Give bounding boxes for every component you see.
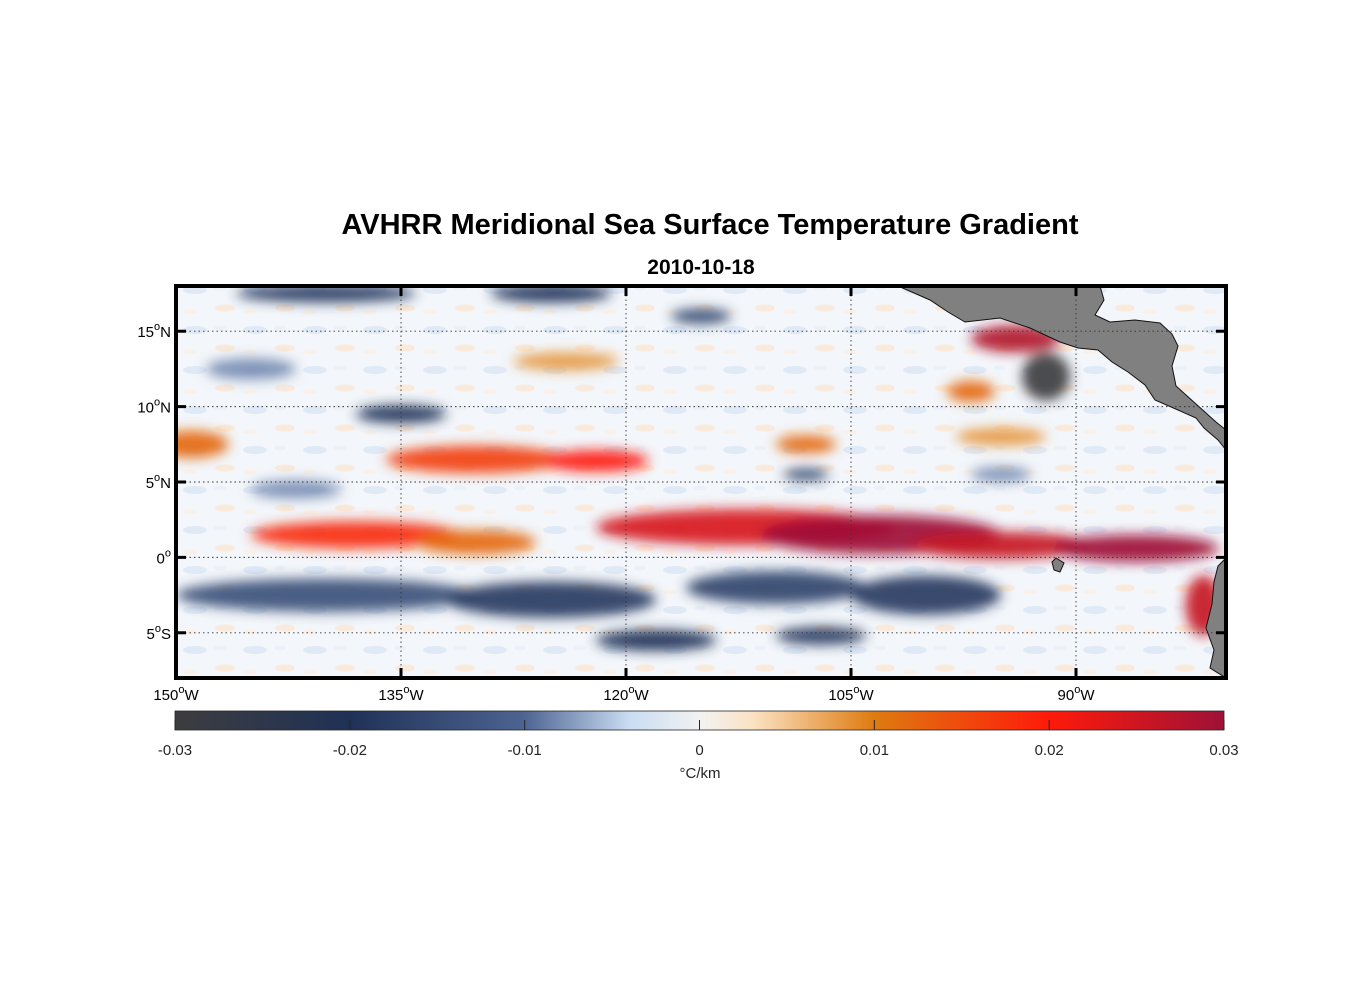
colorbar-tick-label: -0.01 <box>508 742 542 759</box>
colorbar-tick-label: -0.02 <box>333 742 367 759</box>
latitude-label: 5oS <box>147 623 171 643</box>
gradient-feature <box>956 427 1046 446</box>
latitude-labels: 15oN 10oN 5oN 0o 5oS <box>137 321 171 643</box>
gradient-feature <box>446 581 656 618</box>
land-central-america <box>897 286 1226 451</box>
gradient-feature <box>776 435 836 454</box>
gradient-feature <box>947 380 995 403</box>
gradient-feature <box>971 467 1031 482</box>
gradient-feature <box>671 308 731 324</box>
gradient-feature <box>911 531 1091 559</box>
gradient-feature <box>251 480 341 499</box>
gradient-feature <box>236 286 416 303</box>
gradient-features <box>176 286 1222 651</box>
longitude-label: 120oW <box>603 684 649 704</box>
gradient-feature <box>206 358 296 380</box>
latitude-label: 10oN <box>137 397 171 417</box>
colorbar-tick-label: 0.01 <box>860 742 889 759</box>
background-texture <box>176 286 1226 678</box>
colorbar-tick-label: -0.03 <box>158 742 192 759</box>
map-panel: 15oN 10oN 5oN 0o 5oS 150oW 135oW 120oW 105oW 90o… <box>137 284 1228 704</box>
gradient-feature <box>356 405 446 424</box>
longitude-labels: 150oW 135oW 120oW 105oW 90oW <box>153 684 1095 704</box>
latitude-label: 0o <box>157 547 171 567</box>
gradient-feature <box>1022 352 1070 401</box>
land-galapagos <box>1051 557 1065 573</box>
gradient-feature <box>386 445 566 473</box>
gradient-feature <box>513 352 619 371</box>
gradient-feature <box>776 626 866 645</box>
gradient-feature <box>596 629 716 651</box>
longitude-label: 135oW <box>378 684 424 704</box>
longitude-label: 150oW <box>153 684 199 704</box>
latitude-label: 15oN <box>137 321 171 341</box>
gradient-feature <box>543 450 649 472</box>
map-subtitle: 2010-10-18 <box>647 256 755 279</box>
colorbar-tick-label: 0.02 <box>1035 742 1064 759</box>
gradient-feature <box>783 468 829 481</box>
latitude-label: 5oN <box>146 472 171 492</box>
map-title: AVHRR Meridional Sea Surface Temperature… <box>341 209 1078 241</box>
gradient-feature <box>416 530 536 555</box>
gradient-feature <box>686 570 866 605</box>
gradient-feature <box>176 578 476 612</box>
colorbar-tick-label: 0 <box>695 742 703 759</box>
colorbar-ticks: -0.03 -0.02 -0.01 0 0.01 0.02 0.03 <box>158 720 1239 759</box>
colorbar: -0.03 -0.02 -0.01 0 0.01 0.02 0.03 °C/km <box>158 710 1239 782</box>
longitude-label: 105oW <box>828 684 874 704</box>
land-south-america <box>1205 557 1226 678</box>
gradient-feature <box>176 430 229 458</box>
gradient-feature <box>491 286 611 303</box>
gradient-feature <box>1053 534 1219 562</box>
map-tick-marks <box>174 286 1226 678</box>
gradient-feature <box>851 575 1001 615</box>
gradient-feature <box>251 521 461 549</box>
colorbar-unit-label: °C/km <box>680 765 721 782</box>
longitude-label: 90oW <box>1058 684 1096 704</box>
colorbar-tick-label: 0.03 <box>1209 742 1238 759</box>
